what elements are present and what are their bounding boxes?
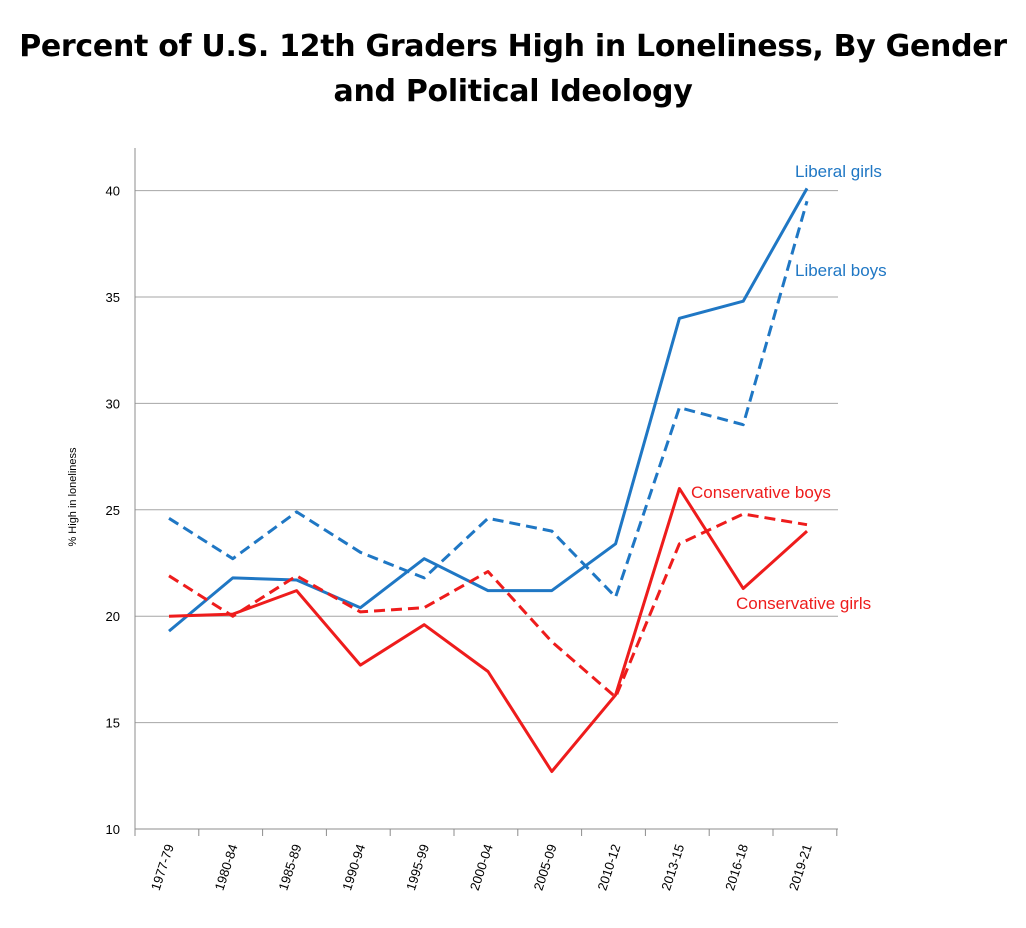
series-label-liberal-boys: Liberal boys (795, 261, 887, 280)
series-line-conservative-boys (168, 512, 808, 699)
x-tick-label: 2013-15 (658, 842, 687, 892)
y-tick-label: 35 (106, 290, 120, 305)
series-label-conservative-girls: Conservative girls (736, 594, 871, 613)
y-tick-label: 20 (106, 609, 120, 624)
axes (134, 148, 838, 836)
x-tick-label: 2000-04 (467, 842, 496, 892)
y-tick-label: 30 (106, 396, 120, 411)
y-tick-label: 10 (106, 822, 120, 837)
y-tick-labels: 10 15 20 25 30 35 40 (106, 184, 120, 837)
x-tick-label: 2010-12 (594, 842, 623, 892)
y-tick-label: 40 (106, 184, 120, 199)
x-tick-label: 1995-99 (403, 842, 432, 892)
y-tick-label: 25 (106, 503, 120, 518)
y-axis-label: % High in loneliness (67, 447, 79, 547)
x-tick-label: 1980-84 (212, 842, 241, 892)
x-tick-label: 1990-94 (339, 842, 368, 892)
series-line-liberal-boys (168, 200, 809, 599)
x-tick-label: 1985-89 (275, 842, 304, 892)
data-series (168, 187, 809, 773)
gridlines (135, 190, 838, 724)
series-line-conservative-girls (168, 487, 809, 773)
x-tick-label: 2016-18 (722, 842, 751, 892)
x-tick-labels: 1977-79 1980-84 1985-89 1990-94 1995-99 2000-… (148, 842, 815, 892)
x-tick-label: 2005-09 (531, 842, 560, 892)
series-label-conservative-boys: Conservative boys (691, 483, 831, 502)
series-label-liberal-girls: Liberal girls (795, 162, 882, 181)
x-tick-label: 1977-79 (148, 842, 177, 892)
series-labels: Liberal girls Liberal boys Conservative bo… (691, 162, 887, 613)
chart-title: Percent of U.S. 12th Graders High in Lon… (19, 29, 1007, 109)
series-line-liberal-girls (168, 187, 809, 633)
x-tick-label: 2019-21 (786, 842, 815, 892)
y-tick-label: 15 (106, 716, 120, 731)
